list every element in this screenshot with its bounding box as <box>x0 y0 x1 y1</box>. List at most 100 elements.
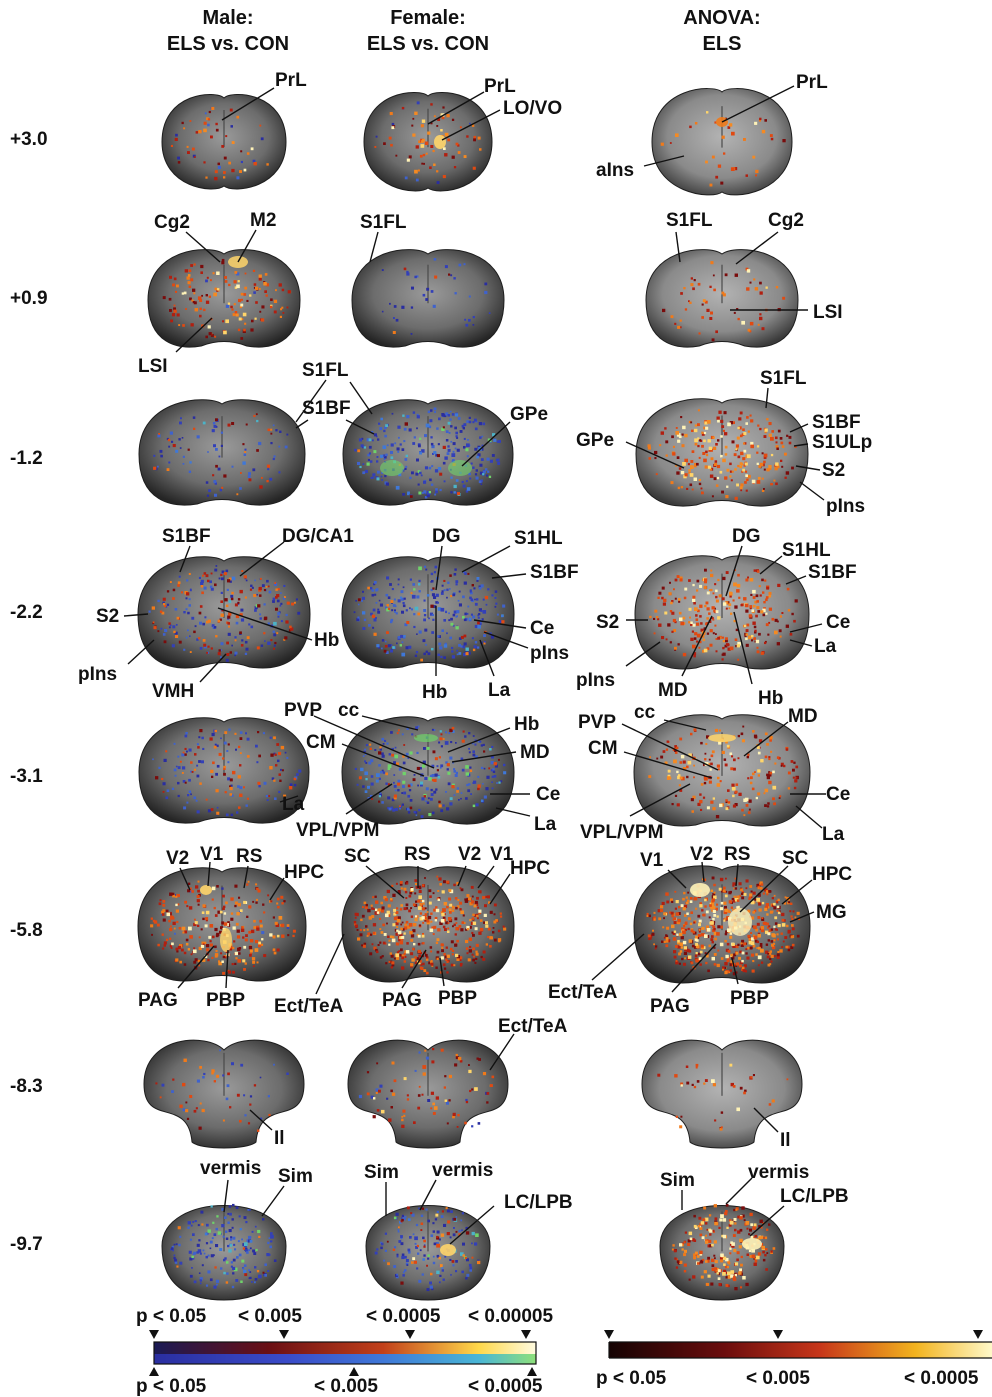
activation-voxel <box>378 764 381 767</box>
activation-voxel <box>429 166 432 169</box>
activation-voxel <box>227 622 230 625</box>
activation-voxel <box>370 1095 374 1099</box>
activation-voxel <box>252 960 256 964</box>
activation-voxel <box>464 735 467 738</box>
activation-voxel <box>690 897 693 900</box>
activation-voxel <box>665 748 669 751</box>
activation-voxel <box>405 1259 409 1262</box>
activation-voxel <box>484 904 487 908</box>
activation-voxel <box>436 1270 440 1274</box>
activation-voxel <box>215 464 218 468</box>
activation-voxel <box>190 761 193 764</box>
activation-voxel <box>469 1089 472 1093</box>
activation-voxel <box>698 930 701 933</box>
activation-voxel <box>725 1271 728 1274</box>
activation-voxel <box>375 435 378 438</box>
activation-voxel <box>463 618 467 622</box>
activation-voxel <box>206 651 209 654</box>
activation-voxel <box>407 925 411 929</box>
colorbar-left-bottom-label: < 0.005 <box>314 1376 378 1397</box>
activation-voxel <box>358 1094 363 1099</box>
activation-voxel <box>223 176 226 179</box>
activation-voxel <box>460 792 463 794</box>
activation-voxel <box>736 589 740 593</box>
activation-voxel <box>199 1252 202 1255</box>
activation-voxel <box>704 421 708 425</box>
activation-voxel <box>779 437 783 440</box>
region-label: Sim <box>660 1170 695 1191</box>
activation-voxel <box>273 644 276 647</box>
activation-voxel <box>405 907 409 910</box>
activation-voxel <box>189 461 192 464</box>
activation-voxel <box>434 916 438 920</box>
activation-voxel <box>402 928 405 931</box>
activation-voxel <box>168 461 171 464</box>
activation-voxel <box>753 569 756 572</box>
activation-voxel <box>400 933 403 936</box>
activation-voxel <box>259 1076 262 1079</box>
activation-voxel <box>480 955 483 959</box>
activation-voxel <box>740 961 743 964</box>
activation-voxel <box>706 928 711 932</box>
activation-voxel <box>773 925 776 928</box>
activation-voxel <box>169 275 172 279</box>
activation-voxel <box>404 956 407 958</box>
activation-voxel <box>444 1099 447 1102</box>
activation-voxel <box>175 895 178 898</box>
activation-voxel <box>401 305 405 309</box>
activation-voxel <box>401 641 404 644</box>
activation-voxel <box>445 412 449 416</box>
activation-voxel <box>652 929 654 932</box>
activation-voxel <box>267 1270 270 1272</box>
activation-voxel <box>414 1236 418 1241</box>
activation-voxel <box>175 1243 178 1246</box>
activation-voxel <box>472 166 476 170</box>
activation-voxel <box>673 955 677 959</box>
activation-voxel <box>421 162 424 165</box>
activation-voxel <box>770 453 774 457</box>
activation-voxel <box>786 945 790 949</box>
activation-voxel <box>693 728 697 732</box>
activation-voxel <box>263 282 267 286</box>
activation-voxel <box>670 601 673 605</box>
activation-voxel <box>686 765 689 769</box>
activation-voxel <box>226 1272 229 1275</box>
activation-voxel <box>714 121 717 124</box>
activation-voxel <box>193 427 196 430</box>
activation-voxel <box>211 1237 214 1240</box>
activation-voxel <box>768 433 772 437</box>
activation-voxel <box>241 570 244 572</box>
activation-voxel <box>760 961 764 964</box>
activation-voxel <box>257 1229 261 1234</box>
activation-voxel <box>178 927 182 930</box>
activation-voxel <box>444 928 447 931</box>
activation-voxel <box>162 601 165 605</box>
activation-voxel <box>185 1109 189 1113</box>
activation-voxel <box>274 641 277 645</box>
activation-voxel <box>709 1233 712 1236</box>
activation-voxel <box>449 588 451 590</box>
activation-voxel <box>763 601 766 604</box>
activation-voxel <box>737 426 740 430</box>
activation-voxel <box>161 1083 165 1087</box>
activation-voxel <box>456 1126 459 1128</box>
activation-voxel <box>189 1274 193 1278</box>
activation-voxel <box>205 481 209 484</box>
activation-voxel <box>172 597 175 600</box>
activation-voxel <box>244 640 248 644</box>
activation-voxel <box>363 942 367 946</box>
activation-voxel <box>408 155 412 159</box>
activation-voxel <box>223 1258 226 1262</box>
activation-voxel <box>756 646 759 649</box>
activation-voxel <box>417 612 421 616</box>
activation-voxel <box>665 934 668 937</box>
activation-voxel <box>152 919 156 923</box>
activation-voxel <box>696 622 700 626</box>
activation-voxel <box>378 800 381 803</box>
activation-voxel <box>367 932 371 936</box>
activation-voxel <box>279 315 282 318</box>
activation-voxel <box>389 935 393 938</box>
activation-voxel <box>786 1078 789 1081</box>
activation-voxel <box>704 898 707 902</box>
activation-voxel <box>433 908 437 912</box>
